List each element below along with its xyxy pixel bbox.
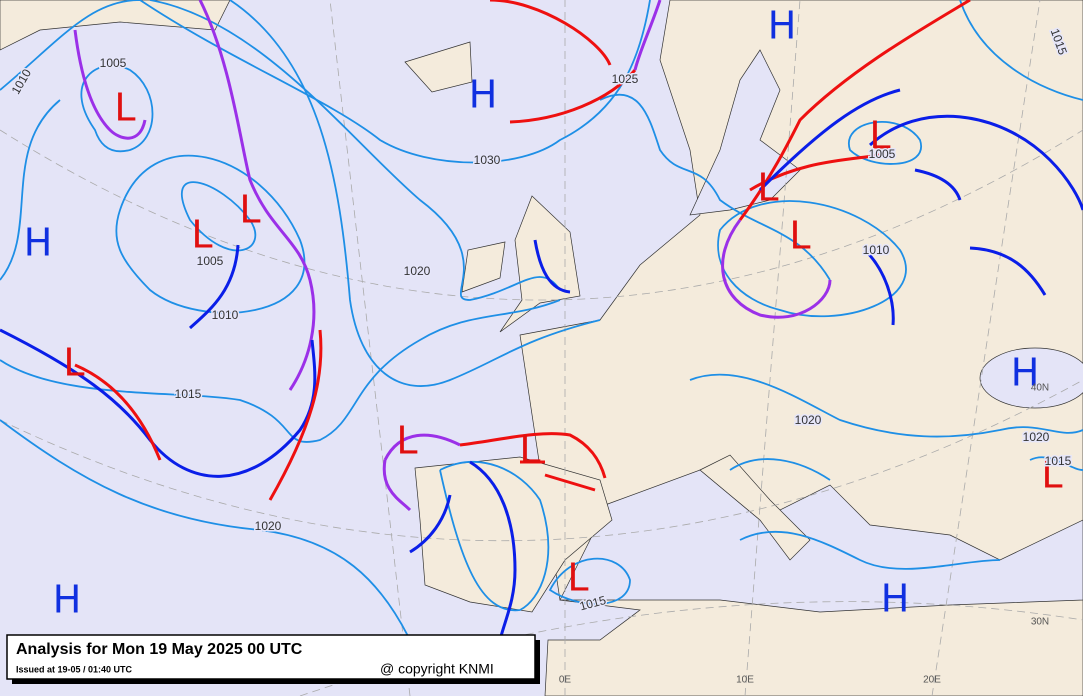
isobar [0, 299, 561, 443]
isobar-label: 1015 [175, 387, 202, 401]
high-pressure: H [53, 578, 82, 622]
black-sea [979, 347, 1083, 409]
italy [699, 454, 811, 561]
isobar [181, 181, 257, 252]
latitude-label: 30N [1031, 617, 1049, 628]
isobar-label: 1010 [863, 243, 890, 257]
isobar [149, 0, 561, 301]
isobar-label: 1015 [1045, 454, 1072, 468]
isobar-label: 1020 [255, 519, 282, 533]
isobar-label: 1020 [795, 413, 822, 427]
occluded-front [73, 29, 147, 140]
caption-copyright: @ copyright KNMI [380, 661, 494, 677]
isobar-label: 1005 [100, 56, 127, 70]
occluded-front [198, 0, 316, 391]
greenland [0, 0, 231, 51]
isobar-label: 1025 [612, 72, 639, 86]
longitude-label: 10E [736, 675, 754, 686]
high-pressure: H [881, 577, 910, 621]
parallel [0, 129, 1083, 301]
isobar [599, 93, 831, 281]
isobar [0, 0, 601, 387]
warm-front [74, 329, 323, 501]
isobar [548, 557, 631, 605]
isobar [439, 461, 550, 612]
parallel [0, 379, 1083, 542]
mediterranean [559, 469, 1083, 613]
low-pressure: L [567, 556, 588, 600]
isobar [115, 154, 306, 314]
isobar [0, 419, 411, 641]
low-pressure: L [191, 213, 212, 257]
cold-front [863, 168, 1047, 326]
cold-front [188, 244, 240, 330]
low-pressure: L [869, 114, 890, 158]
cold-front [533, 239, 571, 294]
isobar [689, 373, 1083, 438]
high-pressure: H [1011, 351, 1040, 395]
isobar [0, 0, 651, 164]
low-pressure: L [63, 341, 84, 385]
low-pressure: L [519, 428, 540, 472]
occluded-front [633, 0, 662, 71]
isobar [848, 120, 922, 165]
low-pressure: L [1041, 453, 1062, 497]
caption-title: Analysis for Mon 19 May 2025 00 UTC [16, 641, 303, 658]
isobar-label: 1010 [212, 308, 239, 322]
isobar [729, 458, 1001, 570]
iceland [404, 41, 473, 93]
low-pressure: L [757, 166, 778, 210]
longitude-label: 20E [923, 675, 941, 686]
warm-front [459, 432, 607, 492]
high-pressure: H [469, 73, 498, 117]
latitude-label: 40N [1031, 383, 1049, 394]
low-pressure: L [789, 214, 810, 258]
low-pressure: L [114, 86, 135, 130]
isobar-label: 1005 [869, 147, 896, 161]
cold-front [758, 88, 1083, 211]
isobar-label: 1020 [1023, 430, 1050, 444]
warm-front [738, 0, 971, 221]
occluded-front [382, 433, 461, 512]
low-pressure: L [396, 419, 417, 463]
isobar-label: 1005 [197, 254, 224, 268]
meridian [931, 0, 1041, 696]
isobar-label: 1020 [404, 264, 431, 278]
cold-front [409, 460, 517, 641]
isobar [959, 0, 1083, 471]
high-pressure: H [24, 221, 53, 265]
low-pressure: L [239, 188, 260, 232]
warm-front [489, 0, 637, 124]
isobar-label: 1030 [474, 153, 501, 167]
ireland [461, 241, 506, 293]
high-pressure: H [768, 4, 797, 48]
caption-box [6, 634, 536, 680]
occluded-front [721, 219, 832, 319]
caption-issued: Issued at 19-05 / 01:40 UTC [16, 664, 133, 674]
longitude-label: 0E [559, 675, 572, 686]
